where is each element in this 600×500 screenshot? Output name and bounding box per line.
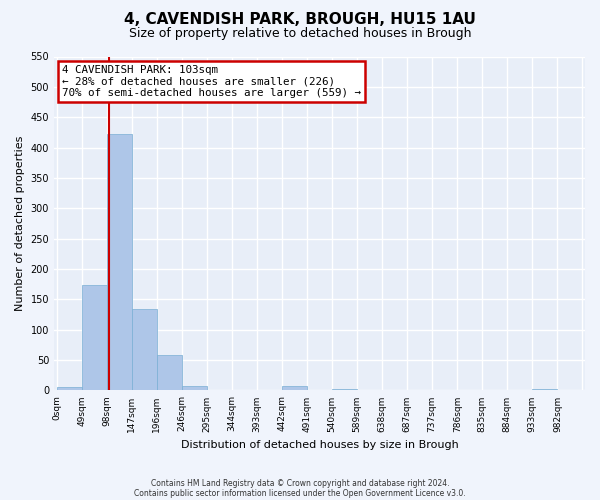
Bar: [107, 134, 131, 390]
Bar: [182, 386, 207, 390]
Bar: [157, 355, 182, 390]
Bar: [332, 388, 357, 390]
Text: 4 CAVENDISH PARK: 103sqm
← 28% of detached houses are smaller (226)
70% of semi-: 4 CAVENDISH PARK: 103sqm ← 28% of detach…: [62, 65, 361, 98]
Bar: [282, 386, 307, 390]
Bar: [57, 388, 82, 390]
Text: 4, CAVENDISH PARK, BROUGH, HU15 1AU: 4, CAVENDISH PARK, BROUGH, HU15 1AU: [124, 12, 476, 28]
Y-axis label: Number of detached properties: Number of detached properties: [15, 136, 25, 311]
Text: Contains public sector information licensed under the Open Government Licence v3: Contains public sector information licen…: [134, 488, 466, 498]
Text: Size of property relative to detached houses in Brough: Size of property relative to detached ho…: [129, 28, 471, 40]
Bar: [532, 388, 557, 390]
Text: Contains HM Land Registry data © Crown copyright and database right 2024.: Contains HM Land Registry data © Crown c…: [151, 478, 449, 488]
X-axis label: Distribution of detached houses by size in Brough: Distribution of detached houses by size …: [181, 440, 458, 450]
Bar: [132, 309, 157, 390]
Bar: [82, 285, 107, 391]
